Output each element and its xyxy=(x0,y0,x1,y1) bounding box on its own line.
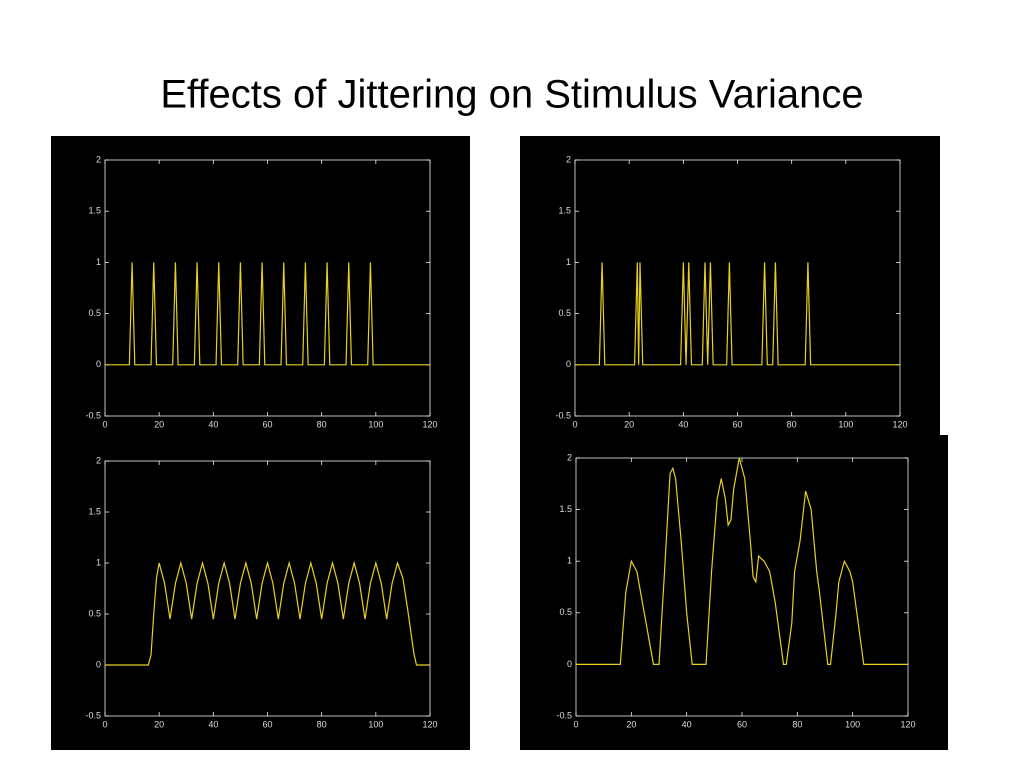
x-tick-label: 60 xyxy=(737,719,747,729)
x-tick-label: 120 xyxy=(900,719,915,729)
panel-background xyxy=(520,435,948,750)
y-tick-label: 1.5 xyxy=(559,504,572,514)
y-tick-label: 0 xyxy=(566,359,571,369)
signal-line xyxy=(105,262,430,366)
signal-line xyxy=(576,457,908,665)
y-tick-label: 2 xyxy=(96,455,101,465)
y-tick-label: 0.5 xyxy=(558,308,571,318)
y-tick-label: -0.5 xyxy=(85,710,101,720)
y-tick-label: 1.5 xyxy=(88,206,101,216)
y-tick-label: 2 xyxy=(96,154,101,164)
x-tick-label: 120 xyxy=(892,419,907,429)
y-tick-label: 1.5 xyxy=(558,206,571,216)
y-tick-label: 1 xyxy=(567,556,572,566)
x-tick-label: 120 xyxy=(422,719,437,729)
x-tick-label: 80 xyxy=(792,719,802,729)
x-tick-label: 0 xyxy=(573,719,578,729)
x-tick-label: 120 xyxy=(422,419,437,429)
x-tick-label: 80 xyxy=(787,419,797,429)
x-tick-label: 20 xyxy=(624,419,634,429)
y-tick-label: 2 xyxy=(567,452,572,462)
y-tick-label: -0.5 xyxy=(556,710,572,720)
x-tick-label: 60 xyxy=(262,419,272,429)
x-tick-label: 20 xyxy=(154,719,164,729)
x-tick-label: 100 xyxy=(368,419,383,429)
y-tick-label: 0 xyxy=(567,659,572,669)
y-tick-label: 0.5 xyxy=(559,607,572,617)
y-tick-label: 2 xyxy=(566,154,571,164)
x-tick-label: 20 xyxy=(154,419,164,429)
x-tick-label: 100 xyxy=(838,419,853,429)
signal-line xyxy=(105,560,430,666)
x-tick-label: 100 xyxy=(845,719,860,729)
x-tick-label: 0 xyxy=(102,719,107,729)
x-tick-label: 80 xyxy=(317,719,327,729)
x-tick-label: 0 xyxy=(102,419,107,429)
y-tick-label: 1 xyxy=(96,557,101,567)
x-tick-label: 40 xyxy=(208,419,218,429)
y-tick-label: -0.5 xyxy=(555,410,571,420)
y-tick-label: 1.5 xyxy=(88,506,101,516)
x-tick-label: 60 xyxy=(732,419,742,429)
y-tick-label: -0.5 xyxy=(85,410,101,420)
y-tick-label: 1 xyxy=(566,257,571,267)
y-tick-label: 0.5 xyxy=(88,608,101,618)
y-tick-label: 0 xyxy=(96,359,101,369)
x-tick-label: 40 xyxy=(678,419,688,429)
signal-line xyxy=(575,262,900,366)
x-tick-label: 60 xyxy=(262,719,272,729)
y-tick-label: 0.5 xyxy=(88,308,101,318)
y-tick-label: 1 xyxy=(96,257,101,267)
x-tick-label: 100 xyxy=(368,719,383,729)
x-tick-label: 80 xyxy=(317,419,327,429)
x-tick-label: 20 xyxy=(626,719,636,729)
x-tick-label: 0 xyxy=(572,419,577,429)
x-tick-label: 40 xyxy=(208,719,218,729)
x-tick-label: 40 xyxy=(682,719,692,729)
slide-title: Effects of Jittering on Stimulus Varianc… xyxy=(160,73,863,117)
y-tick-label: 0 xyxy=(96,659,101,669)
panel-background xyxy=(51,136,470,750)
